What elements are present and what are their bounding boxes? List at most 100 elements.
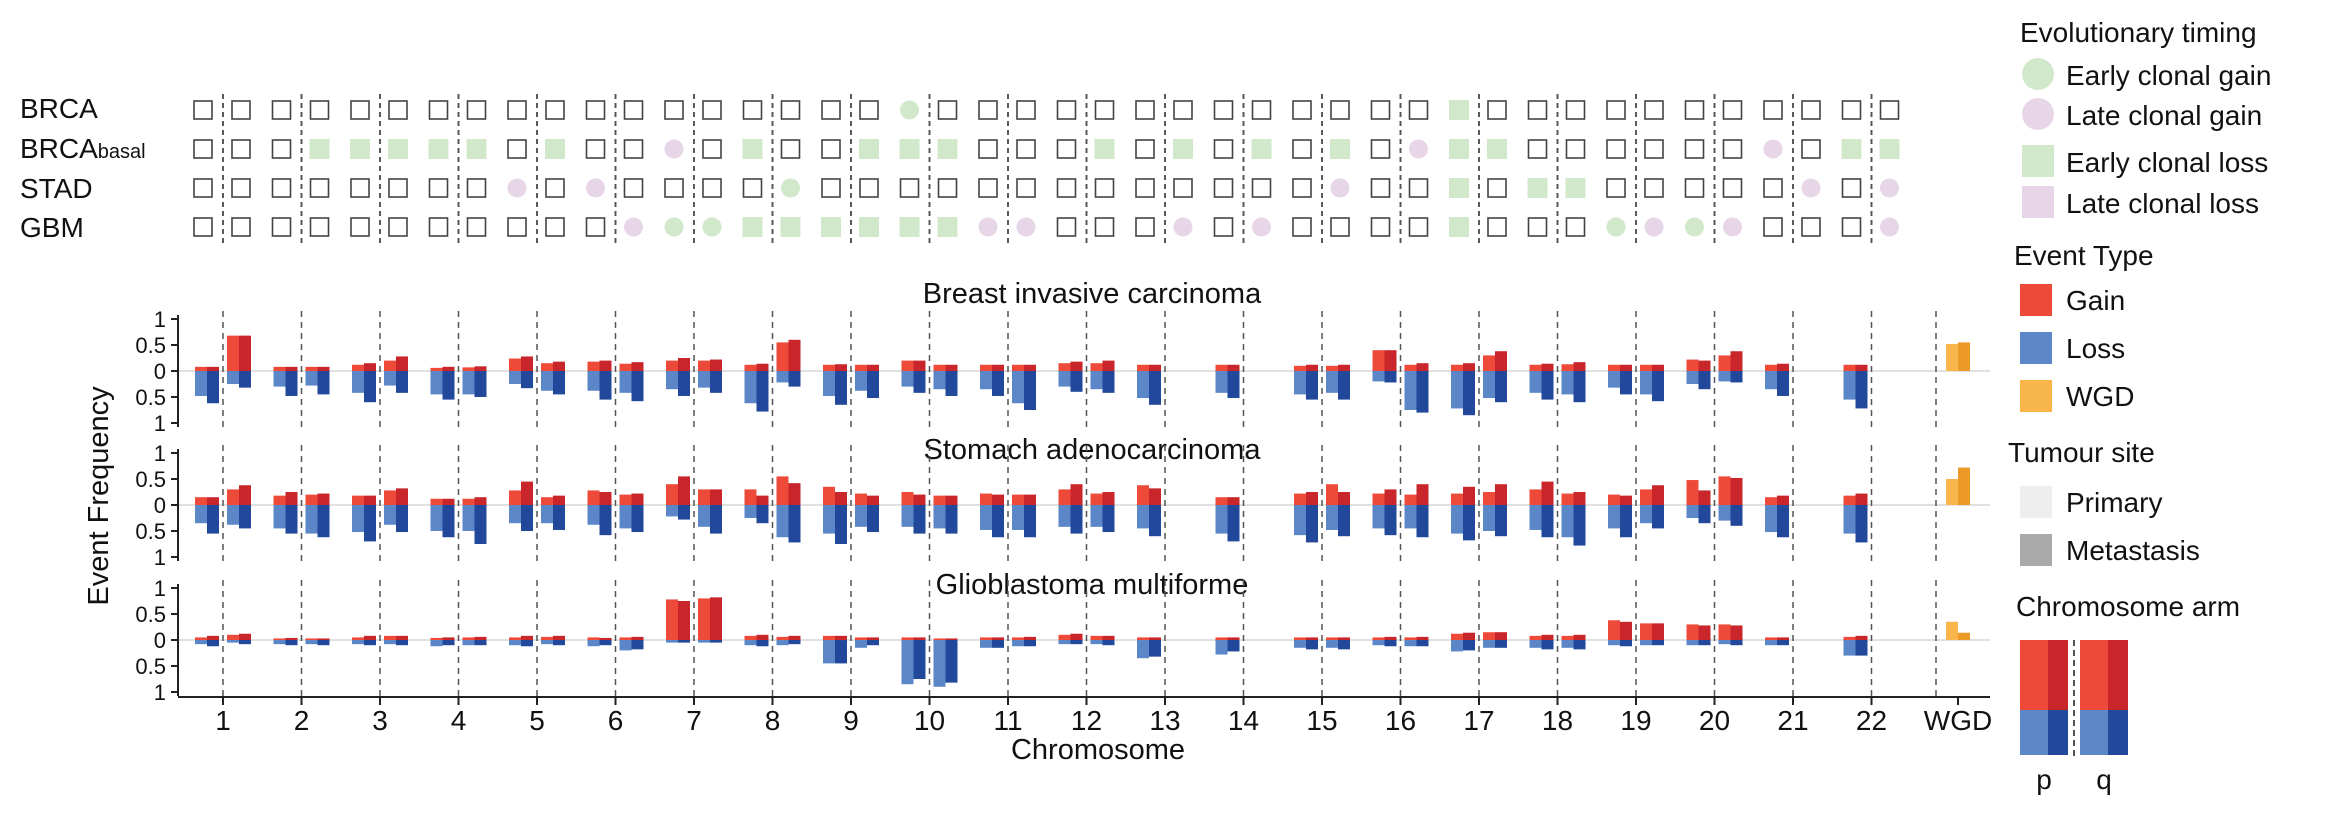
x-tick-label: 22 (1856, 705, 1887, 736)
loss-bar (1338, 505, 1350, 537)
y-tick-label: 1 (154, 307, 166, 332)
loss-bar (1384, 640, 1397, 647)
loss-bar (835, 640, 847, 664)
loss-bar (1573, 640, 1586, 650)
timing-cells (193, 94, 1900, 244)
timing-cell (466, 217, 487, 237)
timing-cell (350, 178, 370, 198)
timing-cell (271, 100, 292, 120)
gain-bar (1483, 492, 1495, 505)
loss-bar (1294, 505, 1306, 536)
loss-bar (710, 640, 722, 643)
gain-bar (678, 476, 690, 505)
gain-bar (509, 637, 521, 640)
timing-cell (1684, 178, 1705, 198)
gain-bar (945, 495, 958, 505)
loss-bar (945, 371, 958, 396)
gain-bar (823, 364, 835, 371)
timing-cell (780, 139, 801, 159)
loss-bar (384, 505, 396, 525)
loss-bar (1640, 505, 1652, 524)
gain-bar (1338, 492, 1350, 505)
timing-cell (1763, 217, 1783, 237)
y-tick-label: 0.5 (135, 333, 166, 358)
timing-cell (1487, 139, 1507, 159)
timing-cell (1016, 217, 1036, 237)
loss-bar (1070, 640, 1083, 645)
timing-cell (1408, 100, 1429, 120)
x-axis: 1 2 3 4 5 6 7 8 9 10 11 12 13 14 15 16 17 18 19 20 21 22 WGD (178, 696, 1992, 736)
gain-bar (1843, 364, 1856, 371)
wgd-bar (1946, 621, 1958, 640)
timing-cell (1370, 139, 1391, 159)
loss-bar (1404, 640, 1417, 647)
x-tick-label: 4 (451, 705, 467, 736)
loss-bar (430, 640, 443, 647)
gain-bar (1608, 620, 1620, 640)
timing-cell (1684, 100, 1705, 120)
gain-bar (1326, 365, 1338, 371)
loss-bar (1338, 640, 1350, 650)
loss-bar (756, 640, 769, 647)
loss-bar (1306, 505, 1318, 543)
gain-bar (855, 493, 867, 505)
gain-bar (239, 485, 251, 505)
loss-bar (901, 371, 914, 387)
gain-bar (1090, 493, 1103, 505)
x-tick-label: 10 (914, 705, 945, 736)
row-label-brca-basal: BRCAbasal (20, 133, 146, 164)
gain-bar (1137, 637, 1149, 640)
timing-cell (1135, 217, 1155, 237)
timing-cell (702, 217, 722, 237)
timing-cell (1292, 178, 1312, 198)
timing-cell (1370, 100, 1391, 120)
loss-bar (631, 371, 644, 402)
timing-cell (1213, 100, 1234, 120)
timing-cell (1565, 100, 1586, 120)
x-tick-label: 1 (215, 705, 231, 736)
gain-bar (1718, 355, 1731, 371)
legend-metastasis-swatch (2020, 534, 2052, 566)
loss-bar (396, 640, 408, 646)
x-tick-label: 8 (765, 705, 781, 736)
loss-bar (1326, 640, 1338, 648)
gain-bar (744, 364, 757, 371)
gain-bar (666, 360, 678, 371)
gain-bar (1306, 637, 1318, 640)
gain-bar (1561, 635, 1574, 640)
x-tick-label: 19 (1620, 705, 1651, 736)
panel-title: Stomach adenocarcinoma (924, 434, 1262, 466)
legend-arm-p-loss-metastasis (2048, 710, 2068, 755)
timing-cell (1213, 217, 1234, 237)
loss-bar (1608, 371, 1620, 388)
timing-cell (702, 178, 722, 198)
timing-cell (859, 139, 879, 159)
loss-bar (756, 505, 769, 524)
timing-cell (1606, 178, 1626, 198)
gain-bar (710, 489, 722, 505)
gain-bar (1338, 637, 1350, 640)
gain-bar (698, 489, 710, 505)
gain-bar (1012, 494, 1024, 505)
gain-bar (913, 494, 926, 505)
gain-bar (1843, 495, 1856, 505)
gain-bar (1495, 351, 1507, 371)
gain-bar (1620, 364, 1632, 371)
gain-bar (509, 358, 521, 371)
y-tick-label: 0 (154, 628, 166, 653)
loss-bar (992, 371, 1004, 396)
timing-cell (545, 217, 565, 237)
gain-bar (587, 637, 600, 640)
timing-row-labels: BRCA BRCAbasal STAD GBM (20, 93, 146, 243)
loss-bar (227, 371, 239, 384)
gain-bar (1149, 637, 1161, 640)
gain-bar (1306, 364, 1318, 371)
loss-bar (1541, 640, 1554, 650)
gain-bar (521, 356, 533, 371)
timing-cell (1763, 139, 1783, 159)
gain-bar (1541, 481, 1554, 505)
x-tick-label: 21 (1777, 705, 1808, 736)
legend-primary-swatch (2020, 486, 2052, 518)
loss-bar (305, 371, 318, 386)
timing-cell (507, 217, 527, 237)
